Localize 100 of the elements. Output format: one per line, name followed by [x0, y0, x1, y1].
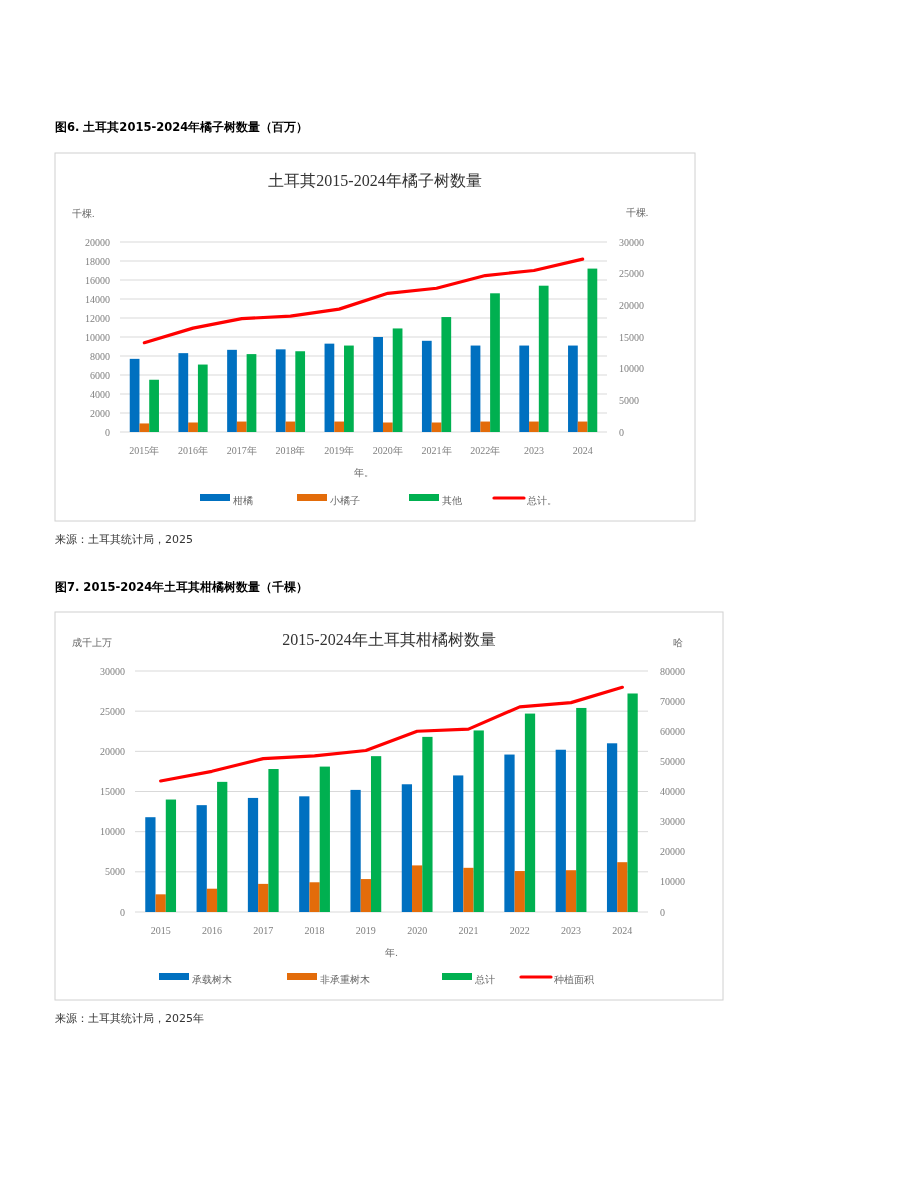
y2-tick-label: 20000 [619, 299, 644, 311]
y2-tick-label: 30000 [619, 236, 644, 248]
bar [206, 888, 218, 912]
y-tick-label: 20000 [85, 236, 110, 248]
y-tick-label: 2000 [90, 407, 110, 419]
y-tick-label: 18000 [85, 255, 110, 267]
y2-tick-label: 60000 [660, 725, 685, 737]
bar [504, 754, 515, 912]
bar [247, 797, 259, 912]
bar [401, 784, 413, 912]
source-note: 来源：土耳其统计局，2025年 [55, 1012, 204, 1025]
y-tick-label: 0 [120, 906, 125, 918]
x-tick-label: 2022 [509, 925, 530, 936]
bar [360, 879, 371, 912]
y2-tick-label: 10000 [619, 363, 644, 375]
x-tick-label: 2022年 [470, 445, 501, 456]
bar [217, 781, 228, 912]
line-series [142, 257, 585, 345]
bar [577, 421, 588, 432]
x-axis-title: 年。 [353, 467, 374, 478]
y2-tick-label: 0 [619, 426, 624, 438]
x-tick-label: 2019 [355, 925, 376, 936]
bar [268, 769, 279, 912]
y2-tick-label: 15000 [619, 331, 644, 343]
x-tick-label: 2017年 [226, 445, 257, 456]
bar [519, 345, 530, 432]
bar [453, 775, 464, 912]
y-tick-label: 5000 [105, 866, 125, 878]
x-tick-label: 2018 [304, 925, 325, 936]
bar [197, 364, 208, 432]
y2-tick-label: 40000 [660, 786, 685, 797]
y2-tick-label: 10000 [660, 876, 685, 888]
chart-subtitle: 图6. 土耳其2015-2024年橘子树数量（百万） [55, 120, 309, 134]
y2-tick-label: 0 [660, 906, 665, 918]
legend-label: 总计 [474, 974, 495, 985]
bar [309, 882, 320, 912]
y-tick-label: 6000 [90, 369, 110, 381]
bar [178, 353, 189, 432]
x-tick-label: 2015 [150, 925, 171, 936]
y2-tick-label: 70000 [660, 695, 685, 707]
y2-tick-label: 80000 [660, 665, 685, 677]
bar [319, 766, 330, 912]
legend-label: 总计。 [526, 495, 557, 506]
x-tick-label: 2019年 [324, 445, 355, 456]
bar [188, 422, 198, 432]
bar [473, 730, 484, 912]
x-axis-title: 年. [385, 947, 398, 958]
bar [139, 423, 150, 432]
bar [246, 354, 257, 432]
bar [334, 421, 345, 432]
y2-tick-label: 5000 [619, 394, 639, 406]
x-tick-label: 2021 [458, 925, 479, 936]
legend-label: 柑橘 [232, 495, 253, 506]
bar [382, 422, 393, 432]
line-series [159, 685, 624, 783]
bar [373, 337, 383, 432]
y-axis-title: 千棵. [72, 208, 95, 219]
y-tick-label: 4000 [90, 388, 110, 400]
bar [490, 293, 500, 432]
bar [470, 345, 481, 432]
bar [617, 862, 628, 912]
bar [421, 340, 432, 432]
chart-subtitle: 图7. 2015-2024年土耳其柑橘树数量（千棵） [55, 580, 309, 594]
x-tick-label: 2023 [561, 925, 582, 936]
bar [555, 749, 566, 912]
y-tick-label: 14000 [85, 293, 110, 305]
x-tick-label: 2016 [201, 925, 222, 936]
chart-title: 2015-2024年土耳其柑橘树数量 [282, 631, 496, 648]
x-tick-label: 2021年 [421, 445, 452, 456]
bar [529, 421, 539, 432]
bar [412, 865, 423, 912]
y-tick-label: 16000 [85, 274, 110, 286]
bar [565, 870, 577, 912]
y-tick-label: 10000 [100, 826, 125, 838]
bar [463, 867, 474, 912]
legend-label: 小橘子 [330, 495, 360, 506]
bar [227, 349, 237, 432]
bar [295, 351, 306, 432]
bar [149, 379, 159, 432]
bar [165, 799, 177, 912]
bar [514, 871, 525, 912]
bar [258, 883, 269, 912]
x-tick-label: 2024 [612, 925, 633, 936]
x-tick-label: 2023 [523, 445, 544, 456]
y-tick-label: 30000 [100, 665, 125, 677]
y2-tick-label: 20000 [660, 846, 685, 858]
chart-title: 土耳其2015-2024年橘子树数量 [268, 172, 482, 189]
bar [568, 345, 578, 432]
bar [344, 345, 354, 432]
legend-label: 其他 [442, 495, 462, 506]
bar [370, 756, 382, 912]
bar [324, 343, 335, 432]
bar [587, 268, 598, 432]
y2-tick-label: 50000 [660, 755, 685, 767]
bar [422, 736, 433, 912]
y2-axis-title: 千棵. [625, 207, 649, 218]
x-tick-label: 2020年 [372, 445, 403, 456]
x-tick-label: 2016年 [178, 445, 209, 456]
bar [155, 894, 166, 912]
legend-label: 承载树木 [192, 974, 232, 985]
